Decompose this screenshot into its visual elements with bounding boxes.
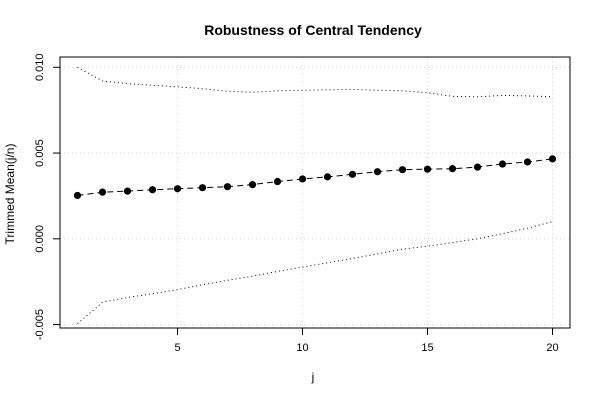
trimmed-mean-point <box>148 186 157 194</box>
trimmed-mean-point <box>523 158 532 166</box>
trimmed-mean-point <box>298 175 307 183</box>
series-layer <box>73 66 557 325</box>
trimmed-mean-point <box>423 165 432 173</box>
trimmed-mean-point <box>248 181 257 189</box>
lower-band-line <box>77 221 553 325</box>
x-tick-label: 10 <box>296 342 308 354</box>
axes: 5 10 15 20 -0.005 0.000 0.005 0.010 <box>34 54 559 354</box>
trimmed-mean-point <box>473 163 482 171</box>
trimmed-mean-point <box>73 191 82 200</box>
x-tick-label: 15 <box>421 342 433 354</box>
grid <box>60 57 570 328</box>
upper-band-line <box>77 66 553 98</box>
trimmed-mean-point <box>98 188 107 196</box>
trimmed-mean-point <box>273 177 282 186</box>
trimmed-mean-point <box>123 187 132 195</box>
trimmed-mean-point <box>498 160 507 168</box>
trimmed-mean-point <box>348 170 357 178</box>
y-tick-label: 0.005 <box>34 139 46 167</box>
trimmed-mean-point <box>198 184 207 192</box>
trimmed-mean-point <box>548 155 557 163</box>
y-tick-label: 0.000 <box>34 225 46 253</box>
chart-title: Robustness of Central Tendency <box>204 22 422 38</box>
trimmed-mean-point <box>398 166 407 174</box>
trimmed-mean-point <box>448 165 457 173</box>
trimmed-mean-point <box>173 185 182 193</box>
trimmed-mean-point <box>323 173 332 181</box>
x-axis-label: j <box>311 370 315 384</box>
y-axis-label: Trimmed Mean(j/n) <box>3 144 17 245</box>
y-tick-label: 0.010 <box>34 54 46 82</box>
trimmed-mean-point <box>223 183 232 191</box>
trimmed-mean-point <box>373 168 382 176</box>
y-tick-label: -0.005 <box>34 309 46 340</box>
x-tick-label: 5 <box>174 342 180 354</box>
x-tick-label: 20 <box>546 342 558 354</box>
